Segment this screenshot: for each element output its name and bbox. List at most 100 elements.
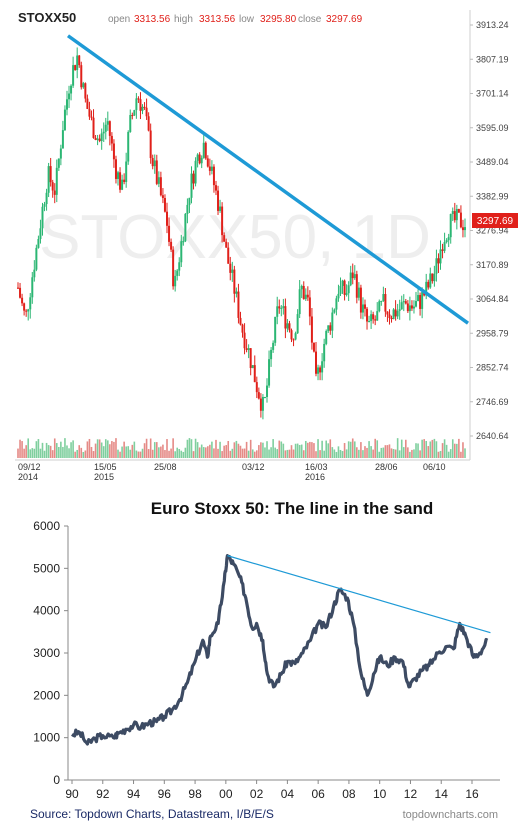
candle-body — [59, 148, 62, 159]
candle-body — [190, 173, 193, 198]
candle-body — [447, 237, 450, 241]
volume-bar — [123, 441, 125, 458]
volume-bar — [443, 439, 446, 458]
candle-body — [323, 343, 326, 362]
volume-bar — [68, 448, 70, 458]
candle-body — [96, 138, 99, 140]
volume-bar — [274, 447, 276, 458]
volume-bar — [329, 439, 332, 458]
volume-bar — [168, 450, 170, 458]
candle-body — [304, 294, 307, 300]
candle-body — [335, 298, 338, 310]
volume-bar — [249, 439, 252, 458]
volume-bar — [133, 441, 136, 458]
volume-bar — [131, 444, 134, 458]
volume-bar — [245, 441, 248, 458]
volume-bar — [380, 447, 383, 458]
candle-body — [178, 262, 181, 271]
source-note: Source: Topdown Charts, Datastream, I/B/… — [30, 807, 274, 821]
open-value: 3313.56 — [134, 14, 171, 25]
volume-bar — [53, 438, 56, 458]
volume-bar — [33, 448, 36, 458]
candle-body — [239, 317, 242, 325]
candle-body — [321, 361, 324, 373]
candle-body — [327, 325, 330, 331]
candle-body — [61, 130, 64, 149]
candle-body — [349, 272, 352, 286]
volume-bar — [125, 446, 127, 458]
price-tick-label: 3595.09 — [476, 123, 509, 133]
candle-body — [319, 367, 322, 373]
volume-bar — [388, 444, 391, 458]
stoxx50-candlestick-chart: STOXX50, 1D STOXX50 open 3313.56 high 33… — [15, 10, 518, 482]
candle-body — [192, 173, 195, 184]
candle-body — [112, 143, 115, 160]
volume-bar — [280, 441, 283, 458]
volume-bar — [51, 450, 54, 458]
candle-body — [225, 241, 228, 248]
y-axis-ticks: 0 1000 2000 3000 4000 5000 6000 — [33, 519, 68, 787]
price-tick-label: 3064.84 — [476, 294, 509, 304]
high-value: 3313.56 — [199, 14, 236, 25]
volume-bar — [200, 444, 203, 458]
volume-bar — [143, 443, 146, 458]
candle-body — [343, 280, 346, 295]
volume-bar — [313, 443, 315, 458]
candle-body — [282, 306, 285, 308]
volume-bar — [43, 450, 46, 458]
date-tick-year: 2014 — [18, 472, 38, 482]
volume-bar — [192, 451, 195, 458]
volume-bar — [364, 446, 366, 458]
candle-body — [31, 277, 34, 298]
candle-body — [114, 159, 117, 179]
candle-body — [310, 316, 313, 343]
candle-body — [278, 306, 281, 309]
volume-bar — [47, 445, 50, 458]
candle-body — [457, 209, 460, 213]
volume-bar — [209, 444, 211, 458]
candle-body — [292, 339, 295, 341]
candle-body — [410, 305, 413, 309]
volume-bar — [25, 445, 27, 458]
volume-bar — [239, 445, 242, 458]
volume-bar — [458, 438, 460, 458]
candle-body — [298, 289, 301, 315]
candle-body — [117, 172, 120, 179]
volume-bar — [270, 447, 272, 458]
candle-body — [157, 177, 160, 184]
volume-bar — [390, 448, 393, 458]
volume-bar — [374, 438, 376, 458]
volume-bar — [64, 438, 66, 458]
volume-bar — [309, 441, 311, 458]
candle-body — [94, 137, 97, 140]
volume-bar — [113, 441, 115, 458]
candle-body — [145, 107, 148, 117]
candle-body — [402, 301, 405, 303]
volume-bar — [221, 451, 223, 458]
price-tick-label: 2958.79 — [476, 328, 509, 338]
candle-body — [337, 293, 340, 299]
volume-bar — [215, 439, 217, 458]
candle-body — [51, 182, 54, 191]
volume-bar — [347, 441, 350, 458]
candle-body — [27, 309, 30, 312]
volume-bar — [307, 442, 309, 458]
candle-body — [223, 235, 226, 242]
volume-bar — [74, 451, 76, 458]
volume-bar — [302, 450, 305, 458]
candle-body — [359, 287, 362, 313]
volume-bar — [196, 442, 199, 458]
volume-bar — [27, 438, 30, 458]
volume-bar — [415, 443, 417, 458]
volume-bar — [409, 451, 411, 458]
candle-body — [331, 312, 334, 331]
chart-watermark: STOXX50, 1D — [39, 203, 431, 272]
volume-bar — [319, 450, 321, 458]
volume-bar — [427, 446, 430, 458]
volume-bar — [441, 443, 444, 458]
candle-body — [19, 287, 22, 298]
candle-body — [172, 249, 175, 287]
candle-body — [464, 227, 466, 231]
volume-bar — [358, 449, 360, 458]
volume-bar — [182, 451, 185, 458]
